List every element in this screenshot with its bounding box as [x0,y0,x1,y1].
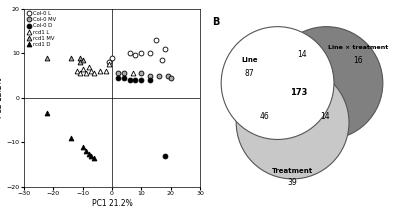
Text: 16: 16 [354,56,363,65]
Circle shape [221,27,334,140]
Text: Treatment: Treatment [272,168,313,174]
Y-axis label: PC2 12.2%: PC2 12.2% [0,77,4,118]
Text: 173: 173 [290,88,307,97]
Text: 14: 14 [297,50,307,59]
Text: 87: 87 [244,69,254,78]
X-axis label: PC1 21.2%: PC1 21.2% [92,199,132,208]
Text: 46: 46 [260,112,269,121]
Text: B: B [212,17,219,27]
Circle shape [270,27,383,140]
Legend: Col-0 L, Col-0 MV, Col-0 D, rcd1 L, rcd1 MV, rcd1 D: Col-0 L, Col-0 MV, Col-0 D, rcd1 L, rcd1… [26,10,57,48]
Text: 39: 39 [288,178,298,187]
Text: Line × treatment: Line × treatment [328,45,388,50]
Text: Line: Line [241,57,258,63]
Circle shape [236,66,349,179]
Text: 14: 14 [320,112,329,121]
